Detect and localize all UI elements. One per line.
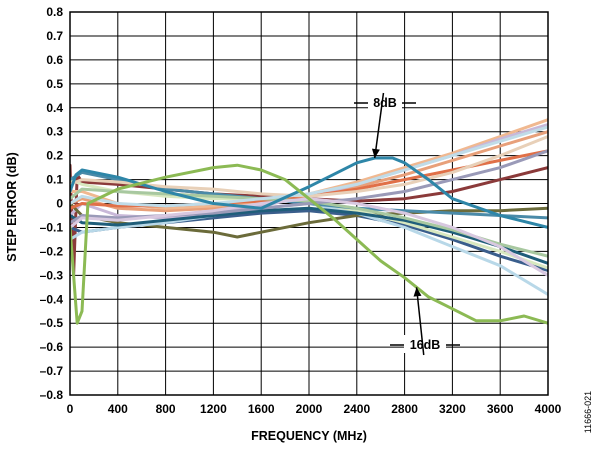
x-tick-label: 4000 [535, 402, 562, 416]
annotation-arrowhead [371, 148, 380, 159]
x-tick-labels: 0 400 800 1200 1600 2000 2400 2800 3200 3600 4000 [67, 402, 562, 416]
x-tick-label: 400 [108, 402, 128, 416]
series-line-8db [70, 156, 548, 229]
annotation-box [404, 335, 446, 353]
x-tick-label: 1600 [248, 402, 275, 416]
series-line [70, 149, 548, 225]
y-tick-label: –0.8 [40, 388, 64, 402]
series-line [70, 197, 548, 277]
y-tick-label: 0.1 [46, 173, 63, 187]
annotation-box [368, 93, 402, 111]
y-tick-label: –0.5 [40, 316, 64, 330]
y-tick-label: –0.1 [40, 220, 64, 234]
series-line [70, 206, 548, 265]
y-tick-label: 0.3 [46, 125, 63, 139]
plot-area [69, 11, 549, 396]
x-tick-label: 0 [67, 402, 74, 416]
series-line [70, 202, 548, 239]
y-tick-label: –0.6 [40, 340, 64, 354]
y-axis-title: STEP ERROR (dB) [5, 152, 19, 262]
x-tick-label: 1200 [200, 402, 227, 416]
x-tick-label: 2000 [296, 402, 323, 416]
y-tick-label: –0.4 [40, 292, 64, 306]
annotation-label: 16dB [410, 338, 441, 352]
y-tick-label: 0.5 [46, 77, 63, 91]
y-tick-labels: 0.8 0.7 0.6 0.5 0.4 0.3 0.2 0.1 0 –0.1 –0.2 –0.3 –0.… [40, 5, 64, 402]
y-tick-label: 0.2 [46, 149, 63, 163]
y-tick-label: –0.7 [40, 364, 64, 378]
x-tick-label: 2800 [391, 402, 418, 416]
annotation-arrow [373, 92, 385, 159]
y-tick-label: 0.7 [46, 29, 63, 43]
y-tick-label: 0.6 [46, 53, 63, 67]
y-tick-label: –0.2 [40, 244, 64, 258]
y-tick-label: 0.4 [46, 101, 63, 115]
annotation-arrow [415, 287, 425, 356]
x-tick-label: 3200 [439, 402, 466, 416]
x-tick-label: 800 [156, 402, 176, 416]
x-tick-label: 2400 [343, 402, 370, 416]
annotations: 8dB 16dB [354, 92, 460, 356]
plot-frame [69, 11, 549, 396]
x-tick-label: 3600 [487, 402, 514, 416]
annotation-arrowhead [413, 287, 422, 297]
x-axis-title: FREQUENCY (MHz) [251, 429, 367, 443]
figure-id: 11666-021 [583, 391, 593, 433]
y-tick-label: 0.8 [46, 5, 63, 19]
y-tick-label: 0 [56, 197, 63, 211]
y-tick-label: –0.3 [40, 268, 64, 282]
annotation-label: 8dB [373, 96, 397, 110]
series-line-16db [70, 163, 548, 325]
